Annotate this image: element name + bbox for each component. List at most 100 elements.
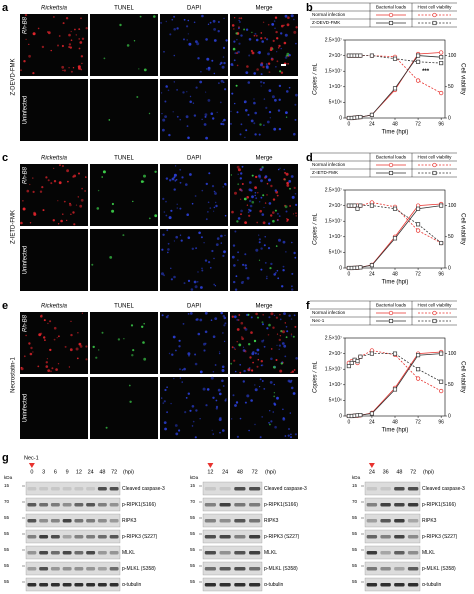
cell-dot	[205, 218, 208, 221]
cell-dot	[286, 330, 289, 333]
data-marker	[355, 206, 360, 211]
cell-dot	[293, 251, 296, 255]
micrograph	[20, 312, 88, 374]
cell-dot	[254, 111, 257, 115]
y2-axis-label: Cell viability	[459, 63, 465, 95]
cell-dot	[163, 274, 166, 277]
column-header: Merge	[255, 6, 273, 12]
cell-dot	[176, 207, 179, 209]
cell-dot	[293, 369, 296, 371]
cell-dot	[263, 244, 266, 247]
cell-dot	[276, 60, 279, 63]
cell-dot	[216, 237, 220, 240]
cell-dot	[236, 435, 239, 438]
inhibitor-marker	[207, 463, 214, 468]
cell-dot	[276, 344, 278, 346]
cell-dot	[212, 371, 215, 373]
x-axis-label: Time (hpi)	[382, 428, 409, 434]
blot-strip	[202, 529, 263, 544]
cell-dot	[251, 51, 255, 55]
cell-dot	[289, 187, 291, 190]
cell-dot	[23, 355, 26, 358]
cell-dot	[223, 61, 226, 65]
cell-dot	[237, 173, 239, 175]
cell-dot	[181, 381, 183, 383]
cell-dot	[47, 322, 49, 325]
band	[366, 535, 378, 539]
cell-dot	[200, 70, 202, 73]
cell-dot	[181, 369, 184, 371]
cell-dot	[274, 16, 278, 19]
cell-dot	[70, 39, 73, 41]
cell-dot	[251, 31, 253, 34]
x-tick-label: 96	[438, 419, 444, 425]
cell-dot	[62, 22, 65, 25]
cell-dot	[80, 17, 82, 20]
cell-dot	[248, 367, 251, 369]
band	[219, 551, 231, 555]
cell-dot	[191, 202, 194, 205]
cell-dot	[217, 388, 221, 392]
cell-dot	[209, 21, 212, 24]
band	[109, 519, 119, 523]
marker-label: 55	[352, 563, 358, 568]
cell-dot	[73, 174, 77, 178]
cell-dot	[278, 338, 281, 342]
cell-dot	[223, 81, 225, 84]
cell-dot	[263, 124, 265, 126]
cell-dot	[207, 201, 210, 204]
cell-dot	[162, 128, 165, 132]
cell-dot	[260, 268, 263, 271]
cell-dot	[221, 365, 225, 369]
cell-dot	[281, 285, 284, 288]
band	[366, 551, 378, 555]
cell-dot	[242, 263, 245, 266]
x-tick-label: 96	[438, 121, 444, 127]
cell-dot	[248, 208, 250, 211]
cell-dot	[187, 392, 190, 395]
y-tick-label: 1×10⁷	[329, 234, 342, 240]
cell-dot	[224, 88, 227, 91]
cell-dot	[224, 399, 227, 402]
band	[366, 503, 378, 507]
cell-dot	[220, 242, 222, 244]
cell-dot	[278, 127, 282, 131]
cell-dot	[205, 91, 207, 93]
legend-header: Host cell viability	[418, 5, 453, 10]
cell-dot	[244, 221, 248, 225]
band	[50, 567, 60, 571]
band	[50, 583, 60, 587]
cell-dot	[191, 425, 194, 427]
cell-dot	[63, 200, 66, 203]
marker-label: 55	[4, 515, 10, 520]
lane-label: 48	[396, 469, 402, 475]
cell-dot	[260, 196, 263, 199]
cell-dot	[183, 367, 186, 371]
cell-dot	[209, 207, 212, 209]
cell-dot	[270, 420, 273, 423]
cell-dot	[171, 177, 175, 181]
cell-dot	[260, 247, 263, 250]
cell-dot	[263, 206, 265, 209]
cell-dot	[235, 84, 238, 87]
cell-dot	[187, 33, 189, 35]
row-label: Rh-B8	[23, 314, 29, 332]
cell-dot	[57, 223, 60, 225]
cell-dot	[188, 42, 192, 46]
cell-dot	[167, 89, 170, 92]
cell-dot	[240, 189, 243, 192]
cell-dot	[164, 388, 167, 392]
cell-dot	[197, 332, 201, 336]
cell-dot	[210, 267, 212, 269]
cell-dot	[221, 379, 224, 383]
cell-dot	[278, 215, 281, 218]
data-marker	[358, 203, 363, 208]
lane-label: 72	[410, 469, 416, 475]
band	[27, 535, 37, 539]
y-tick-label: 1.5×10⁷	[325, 69, 342, 75]
cell-dot	[218, 21, 220, 23]
cell-dot	[167, 314, 169, 317]
cell-dot	[148, 217, 151, 220]
cell-dot	[79, 204, 83, 208]
y2-tick-label: 50	[448, 382, 454, 388]
